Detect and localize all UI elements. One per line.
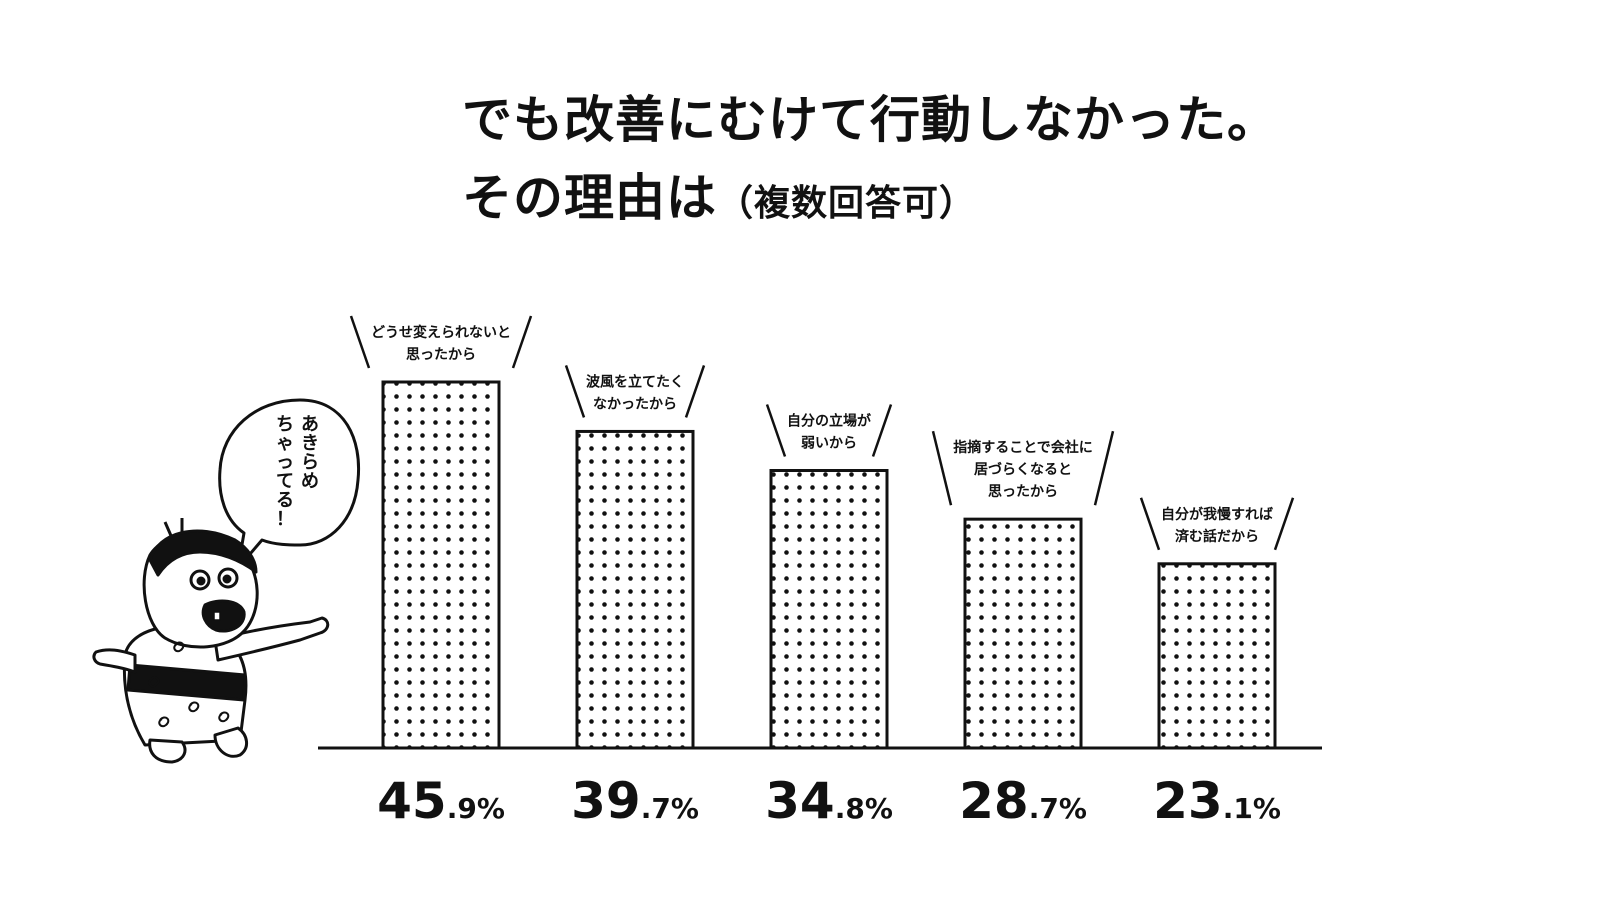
speech-bubble-char: き xyxy=(301,433,319,454)
callout-line-left xyxy=(931,430,953,506)
value-label-2: 39.7% xyxy=(571,772,699,830)
character-hair xyxy=(148,529,258,577)
character-illustration xyxy=(92,398,361,764)
callout-line-right xyxy=(684,365,706,418)
bars-layer: 45.9%どうせ変えられないと思ったから39.7%波風を立てたくなかったから34… xyxy=(349,315,1295,830)
category-label-line: 波風を立てたく xyxy=(586,373,684,390)
category-label-line: なかったから xyxy=(593,396,677,412)
category-label-line: 弱いから xyxy=(801,436,857,452)
character-sash xyxy=(126,663,247,702)
speech-bubble-char: ち xyxy=(276,414,294,435)
speech-bubble-char: あ xyxy=(301,414,319,435)
bar-5 xyxy=(1157,562,1277,750)
chart-title-main: その理由は xyxy=(462,168,717,227)
category-label-line: 思ったから xyxy=(406,347,476,363)
category-label-line: 居づらくなると xyxy=(974,461,1072,478)
chart-title-note: （複数回答可） xyxy=(717,182,977,224)
speech-bubble xyxy=(218,398,361,570)
character-mouth xyxy=(201,599,246,633)
callout-line-right xyxy=(871,404,893,457)
speech-bubble-char: ら xyxy=(301,452,319,473)
chart-title-line2: その理由は（複数回答可） xyxy=(462,158,976,230)
value-label-1: 45.9% xyxy=(377,772,505,830)
callout-line-left xyxy=(765,404,787,457)
category-label-line: 指摘することで会社に xyxy=(953,439,1093,456)
speech-bubble-char: っ xyxy=(276,452,294,473)
callout-line-left xyxy=(349,315,371,369)
category-label-line: 自分の立場が xyxy=(787,413,872,430)
bar-2 xyxy=(575,429,695,750)
bar-1 xyxy=(381,380,501,750)
speech-bubble-char: る xyxy=(276,490,294,511)
callout-line-left xyxy=(564,365,586,418)
value-label-5: 23.1% xyxy=(1153,772,1281,830)
callout-line-right xyxy=(1273,497,1295,551)
value-label-3: 34.8% xyxy=(765,772,893,830)
callout-line-right xyxy=(1093,430,1115,506)
speech-bubble-char: ゃ xyxy=(276,433,294,454)
speech-bubble-char: め xyxy=(301,471,319,492)
category-label-line: 自分が我慢すれば xyxy=(1161,506,1273,523)
callout-line-right xyxy=(511,315,533,369)
bar-3 xyxy=(769,469,889,750)
value-label-4: 28.7% xyxy=(959,772,1087,830)
bar-4 xyxy=(963,517,1083,750)
speech-bubble-char: ！ xyxy=(276,509,294,530)
category-label-line: どうせ変えられないと xyxy=(371,324,511,341)
speech-bubble-char: て xyxy=(276,471,294,492)
callout-line-left xyxy=(1139,497,1161,551)
category-label-line: 思ったから xyxy=(988,484,1058,500)
character-arm xyxy=(213,616,330,662)
chart-title-line1: でも改善にむけて行動しなかった。 xyxy=(462,90,1278,149)
category-label-line: 済む話だから xyxy=(1175,528,1259,545)
